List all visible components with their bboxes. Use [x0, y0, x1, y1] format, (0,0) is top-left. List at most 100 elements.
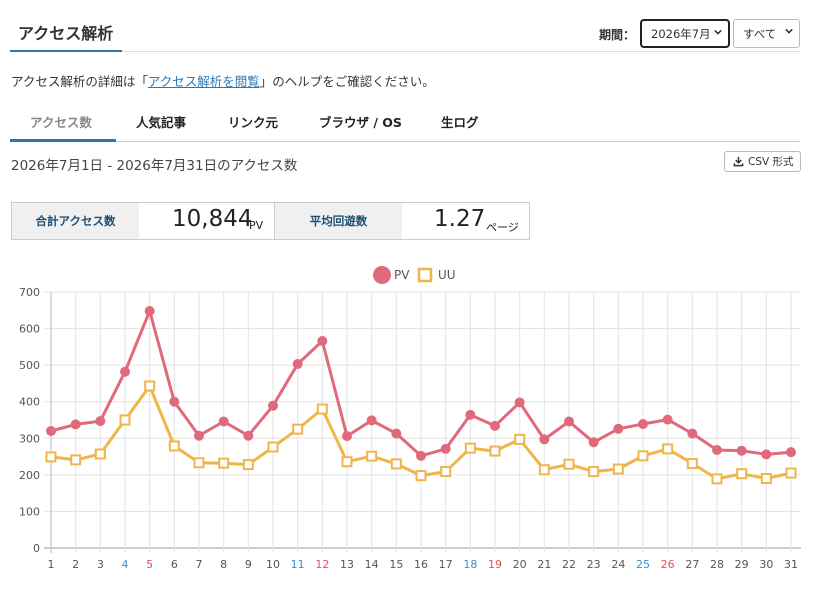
data-point-pv	[490, 420, 500, 431]
data-point-uu	[218, 457, 230, 469]
data-point-uu	[292, 423, 304, 435]
data-point-uu	[760, 473, 772, 485]
y-tick-label: 100	[19, 505, 40, 518]
x-tick-label: 15	[389, 558, 403, 571]
legend-label-uu: UU	[438, 268, 456, 282]
avg-pages-unit: ページ	[486, 221, 519, 234]
data-point-pv	[539, 434, 550, 445]
data-point-uu	[514, 433, 526, 445]
x-tick-label: 13	[340, 558, 354, 571]
x-tick-label: 31	[784, 558, 798, 571]
x-tick-label: 19	[488, 558, 502, 571]
data-point-pv	[218, 416, 229, 427]
data-point-uu	[785, 467, 797, 479]
chevron-down-icon	[714, 29, 722, 35]
x-tick-label: 5	[146, 558, 153, 571]
data-point-uu	[341, 456, 353, 468]
data-point-pv	[46, 425, 56, 436]
x-tick-label: 2	[72, 558, 79, 571]
x-tick-label: 10	[266, 558, 280, 571]
x-tick-label: 8	[220, 558, 227, 571]
date-range-text: 2026年7月1日 - 2026年7月31日のアクセス数	[11, 158, 298, 174]
tab-browser-os[interactable]: ブラウザ / OS	[319, 115, 402, 130]
data-point-uu	[538, 464, 550, 476]
data-point-pv	[638, 419, 648, 430]
tab-bar: アクセス数 人気記事 リンク元 ブラウザ / OS 生ログ	[10, 99, 800, 142]
data-point-uu	[736, 468, 748, 480]
header: アクセス解析 期間： 2026年7月 すべて	[10, 0, 800, 52]
x-tick-label: 20	[513, 558, 527, 571]
data-point-pv	[317, 336, 328, 347]
download-icon	[733, 156, 744, 167]
data-point-pv	[144, 306, 155, 317]
period-label: 期間：	[599, 28, 636, 42]
data-point-uu	[662, 443, 674, 455]
tab-raw-log[interactable]: 生ログ	[441, 115, 479, 130]
help-text: アクセス解析の詳細は「アクセス解析を閲覧」のヘルプをご確認ください。	[11, 71, 435, 90]
data-point-pv	[120, 366, 130, 377]
data-point-pv	[736, 445, 747, 456]
data-point-uu	[193, 457, 205, 469]
y-tick-label: 0	[33, 542, 40, 555]
csv-export-button[interactable]: CSV 形式	[724, 151, 801, 172]
tab-access-count[interactable]: アクセス数	[30, 115, 92, 130]
y-tick-label: 500	[19, 359, 40, 372]
total-access-label: 合計アクセス数	[12, 203, 139, 239]
total-access-value: 10,844	[172, 206, 253, 232]
page-title: アクセス解析	[18, 24, 114, 43]
legend-label-pv: PV	[394, 268, 410, 282]
data-point-pv	[588, 437, 599, 448]
x-tick-label: 29	[735, 558, 749, 571]
help-text-before: アクセス解析の詳細は「	[11, 74, 148, 89]
avg-pages-label: 平均回遊数	[274, 203, 402, 239]
data-point-uu	[168, 440, 180, 452]
data-point-pv	[70, 419, 81, 430]
legend-marker-uu	[417, 267, 433, 283]
active-tab-indicator	[10, 139, 116, 142]
x-tick-label: 6	[171, 558, 178, 571]
data-point-pv	[712, 444, 722, 455]
chevron-down-icon	[785, 28, 793, 34]
data-point-pv	[613, 423, 624, 434]
data-point-uu	[440, 466, 452, 478]
filter-select[interactable]: すべて	[733, 19, 800, 48]
data-point-uu	[45, 451, 57, 463]
data-point-pv	[564, 416, 574, 427]
x-tick-label: 23	[587, 558, 601, 571]
data-point-pv	[243, 430, 254, 441]
help-link[interactable]: アクセス解析を閲覧	[147, 74, 260, 89]
data-point-uu	[119, 414, 131, 426]
data-point-pv	[687, 428, 698, 439]
data-point-pv	[662, 414, 673, 425]
data-point-pv	[95, 416, 106, 427]
y-tick-label: 300	[19, 432, 40, 445]
data-point-uu	[563, 458, 575, 470]
x-tick-label: 7	[196, 558, 203, 571]
data-point-uu	[390, 458, 402, 470]
tab-popular-articles[interactable]: 人気記事	[136, 115, 187, 130]
x-tick-label: 4	[122, 558, 129, 571]
data-point-uu	[366, 450, 378, 462]
filter-select-value: すべて	[743, 26, 777, 41]
legend-marker-pv	[373, 266, 391, 284]
month-select[interactable]: 2026年7月	[640, 19, 730, 48]
x-tick-label: 28	[710, 558, 724, 571]
x-tick-label: 27	[685, 558, 699, 571]
x-tick-label: 25	[636, 558, 650, 571]
x-tick-label: 18	[463, 558, 477, 571]
data-point-uu	[489, 445, 501, 457]
data-point-uu	[588, 466, 600, 478]
x-tick-label: 11	[291, 558, 305, 571]
data-point-pv	[342, 431, 352, 442]
x-tick-label: 12	[315, 558, 329, 571]
tab-referrers[interactable]: リンク元	[228, 115, 279, 130]
data-point-pv	[440, 443, 451, 454]
data-point-pv	[268, 400, 278, 411]
x-tick-label: 1	[48, 558, 55, 571]
data-point-uu	[70, 454, 82, 466]
x-tick-label: 21	[537, 558, 551, 571]
data-point-pv	[391, 428, 402, 439]
x-tick-label: 26	[661, 558, 675, 571]
stats-box: 合計アクセス数 10,844 PV 平均回遊数 1.27 ページ	[11, 202, 530, 240]
